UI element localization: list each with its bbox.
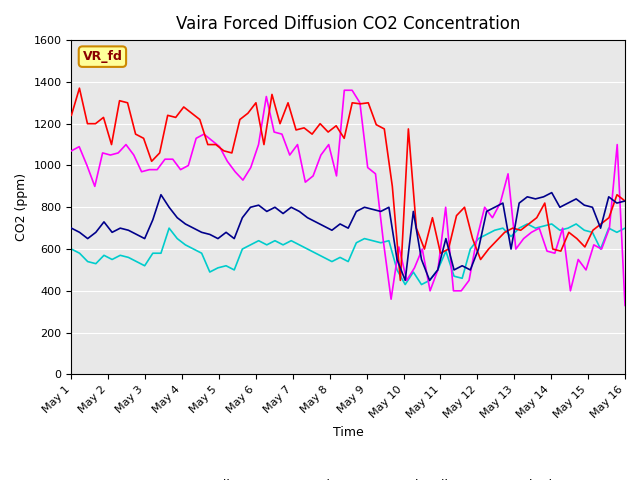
Text: VR_fd: VR_fd — [83, 50, 122, 63]
Title: Vaira Forced Diffusion CO2 Concentration: Vaira Forced Diffusion CO2 Concentration — [176, 15, 520, 33]
Legend: West soil, West air, North soil, North air: West soil, West air, North soil, North a… — [134, 474, 563, 480]
Y-axis label: CO2 (ppm): CO2 (ppm) — [15, 173, 28, 241]
X-axis label: Time: Time — [333, 426, 364, 439]
